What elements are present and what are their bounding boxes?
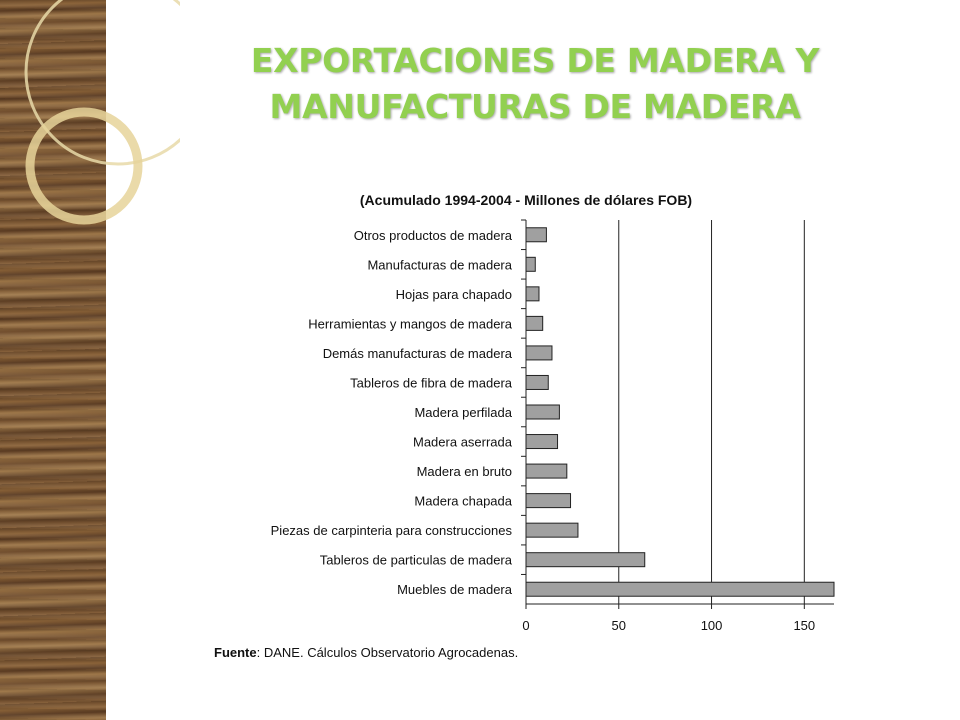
category-label-5: Tableros de fibra de madera xyxy=(350,375,513,390)
category-label-3: Herramientas y mangos de madera xyxy=(308,316,513,331)
bar-layer xyxy=(525,227,835,597)
category-label-7: Madera aserrada xyxy=(413,435,513,450)
source-text: : DANE. Cálculos Observatorio Agrocadena… xyxy=(257,645,519,660)
bar-3 xyxy=(525,315,544,331)
grid-layer xyxy=(618,220,805,604)
bar-4 xyxy=(525,345,553,361)
category-label-2: Hojas para chapado xyxy=(396,287,512,302)
bar-6 xyxy=(525,404,560,420)
source-note: Fuente: DANE. Cálculos Observatorio Agro… xyxy=(214,645,518,660)
bar-8 xyxy=(525,463,568,479)
bar-10 xyxy=(525,522,579,538)
bar-9 xyxy=(525,493,572,509)
slide-title: EXPORTACIONES DE MADERA Y MANUFACTURAS D… xyxy=(110,38,960,130)
x-tick-label-100: 100 xyxy=(701,618,723,633)
source-label: Fuente xyxy=(214,645,257,660)
bar-11 xyxy=(525,552,646,568)
category-label-10: Piezas de carpinteria para construccione… xyxy=(271,523,513,538)
category-label-8: Madera en bruto xyxy=(417,464,512,479)
category-label-12: Muebles de madera xyxy=(397,582,513,597)
bar-2 xyxy=(525,286,540,302)
category-label-0: Otros productos de madera xyxy=(354,228,513,243)
decorative-rings xyxy=(24,0,180,225)
x-tick-label-150: 150 xyxy=(793,618,815,633)
x-tick-label-50: 50 xyxy=(612,618,626,633)
axis-layer: 0 50 100 150 xyxy=(521,219,834,633)
bar-1 xyxy=(525,256,536,272)
x-tick-label-0: 0 xyxy=(522,618,529,633)
slide-title-line-2: MANUFACTURAS DE MADERA xyxy=(269,87,801,126)
bar-7 xyxy=(525,434,559,450)
bar-0 xyxy=(525,227,547,243)
bar-5 xyxy=(525,374,549,390)
bar-12 xyxy=(525,581,835,597)
category-label-11: Tableros de particulas de madera xyxy=(320,553,513,568)
category-label-9: Madera chapada xyxy=(414,494,512,509)
category-label-6: Madera perfilada xyxy=(414,405,512,420)
chart-title: (Acumulado 1994-2004 - Millones de dólar… xyxy=(360,192,692,208)
slide-title-line-1: EXPORTACIONES DE MADERA Y xyxy=(250,41,820,80)
category-label-layer: Otros productos de madera Manufacturas de… xyxy=(271,228,513,597)
category-label-1: Manufacturas de madera xyxy=(367,257,512,272)
category-label-4: Demás manufacturas de madera xyxy=(323,346,513,361)
